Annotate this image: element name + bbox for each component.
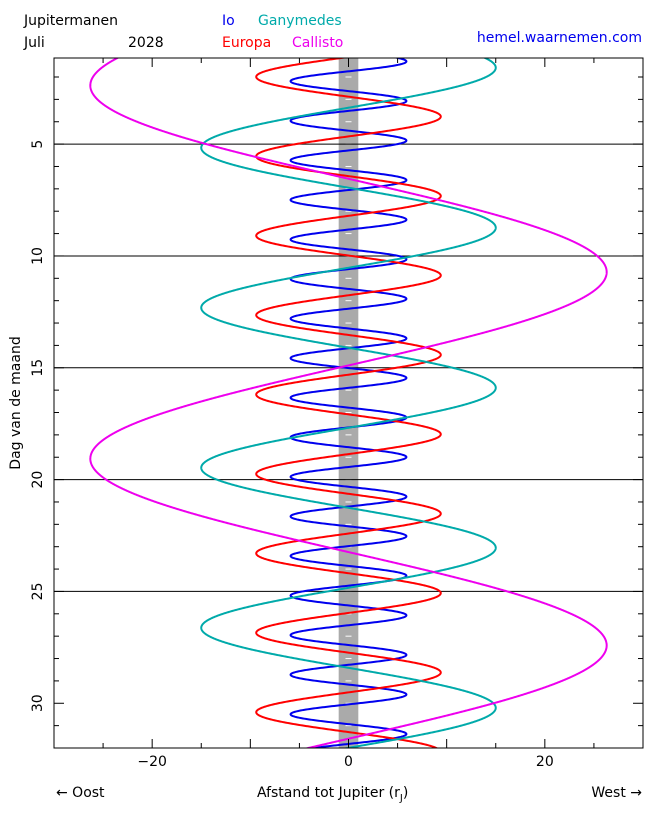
series-ganymedes bbox=[200, 58, 497, 748]
chart-title: Jupitermanen bbox=[23, 13, 118, 29]
x-tick-label: −20 bbox=[137, 754, 167, 770]
series-europa bbox=[255, 58, 442, 748]
series-io bbox=[289, 58, 408, 748]
x-axis-ticks: −20 0 20 bbox=[53, 58, 644, 770]
y-axis-label: Dag van de maand bbox=[8, 336, 24, 469]
y-tick-label: 15 bbox=[30, 359, 46, 377]
series-callisto bbox=[89, 58, 608, 748]
y-axis-ticks: 5 10 15 20 25 30 bbox=[30, 76, 643, 749]
site-link[interactable]: hemel.waarnemen.com bbox=[477, 30, 642, 46]
legend-io: Io bbox=[222, 13, 235, 29]
y-tick-label: 30 bbox=[30, 694, 46, 712]
year-label: 2028 bbox=[128, 35, 164, 51]
legend-europa: Europa bbox=[222, 35, 271, 51]
x-tick-label: 0 bbox=[344, 754, 353, 770]
x-tick-label: 20 bbox=[536, 754, 554, 770]
x-axis-label: Afstand tot Jupiter (rJ) bbox=[257, 785, 408, 804]
month-label: Juli bbox=[23, 35, 45, 51]
y-tick-label: 10 bbox=[30, 247, 46, 265]
plot-area: −20 0 20 5 10 15 20 25 30 bbox=[30, 57, 644, 770]
west-label: West → bbox=[591, 785, 642, 801]
y-tick-label: 20 bbox=[30, 471, 46, 489]
y-tick-label: 25 bbox=[30, 583, 46, 601]
east-label: ← Oost bbox=[56, 785, 105, 801]
legend-ganymedes: Ganymedes bbox=[258, 13, 342, 29]
legend: Io Europa Ganymedes Callisto bbox=[222, 13, 343, 51]
moon-curves bbox=[89, 58, 608, 748]
legend-callisto: Callisto bbox=[292, 35, 343, 51]
y-tick-label: 5 bbox=[30, 140, 46, 149]
